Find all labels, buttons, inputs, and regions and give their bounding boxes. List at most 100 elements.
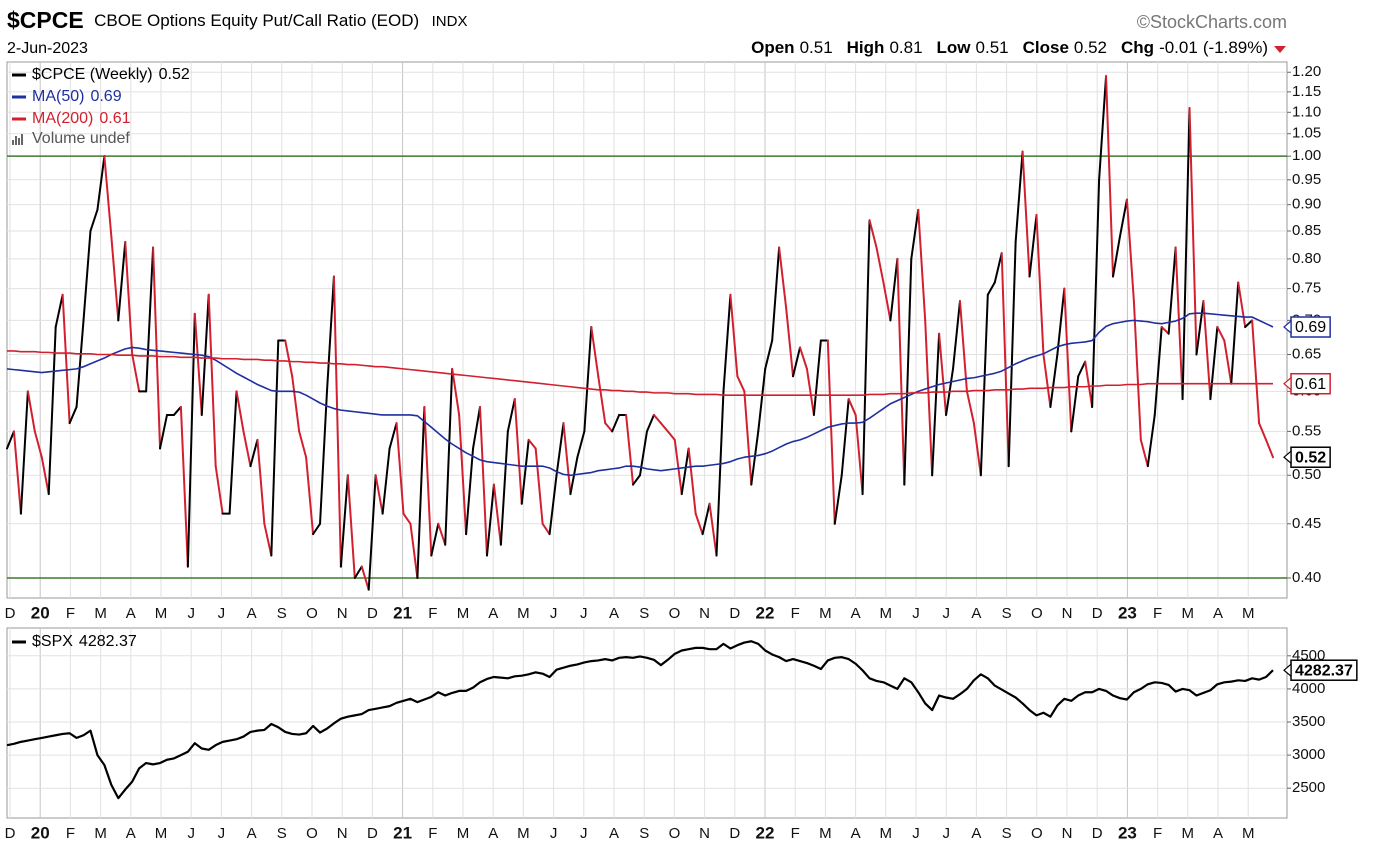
price-segment — [1251, 319, 1261, 425]
x-tick-label: F — [66, 825, 75, 842]
price-segment — [312, 522, 322, 536]
price-segment — [402, 512, 412, 525]
price-segment — [506, 398, 516, 433]
price-segment — [437, 522, 447, 546]
x-tick-label: M — [94, 605, 107, 622]
legend-name: $SPX — [32, 633, 73, 650]
price-segment — [840, 398, 850, 477]
y-tick-label: 1.00 — [1292, 147, 1321, 164]
price-segment — [82, 229, 92, 322]
price-segment — [339, 474, 349, 568]
x-tick-label: J — [218, 605, 226, 622]
price-segment — [590, 326, 600, 378]
y-tick-label: 1.05 — [1292, 125, 1321, 142]
price-segment — [1125, 198, 1135, 303]
x-tick-label: O — [669, 825, 681, 842]
x-tick-label: 22 — [756, 823, 775, 842]
value-box-label: 0.61 — [1295, 376, 1326, 393]
x-tick-label: J — [187, 605, 195, 622]
price-segment — [193, 312, 203, 416]
y-tick-label: 0.65 — [1292, 345, 1321, 362]
x-tick-label: M — [880, 605, 893, 622]
x-tick-label: 22 — [756, 603, 775, 622]
x-tick-label: S — [1002, 825, 1012, 842]
price-segment — [1181, 107, 1191, 401]
price-segment — [263, 522, 273, 557]
x-tick-label: J — [218, 825, 226, 842]
price-segment — [917, 208, 927, 322]
price-segment — [305, 456, 315, 536]
y-tick-label: 1.15 — [1292, 83, 1321, 100]
x-tick-label: J — [912, 825, 920, 842]
value-box-pointer — [1283, 449, 1292, 465]
price-segment — [548, 474, 558, 536]
x-tick-label: 23 — [1118, 603, 1137, 622]
price-segment — [513, 398, 523, 505]
x-tick-label: F — [791, 605, 800, 622]
price-segment — [40, 456, 50, 496]
price-segment — [826, 339, 836, 525]
y-tick-label: 3500 — [1292, 713, 1325, 730]
x-tick-label: F — [66, 605, 75, 622]
x-tick-label: S — [639, 825, 649, 842]
y-tick-label: 0.85 — [1292, 222, 1321, 239]
legend-entry: MA(200) 0.61 — [32, 110, 131, 127]
price-segment — [889, 257, 899, 322]
x-tick-label: M — [819, 825, 832, 842]
price-segment — [520, 438, 530, 505]
price-segment — [103, 155, 113, 238]
price-segment — [353, 565, 363, 580]
price-segment — [611, 413, 621, 433]
value-box-label: 0.69 — [1295, 319, 1326, 336]
price-segment — [729, 293, 739, 378]
price-segment — [75, 319, 85, 408]
y-tick-label: 0.45 — [1292, 515, 1321, 532]
price-segment — [284, 339, 294, 378]
legend-name: MA(200) — [32, 110, 93, 127]
x-tick-label: S — [639, 605, 649, 622]
legend-value: 0.52 — [159, 66, 190, 83]
price-segment — [1035, 214, 1045, 356]
quote-value: 0.52 — [1074, 38, 1107, 57]
x-tick-label: A — [126, 605, 136, 622]
price-segment — [847, 398, 857, 416]
price-segment — [625, 413, 635, 486]
x-tick-label: A — [126, 825, 136, 842]
x-tick-label: N — [699, 825, 710, 842]
price-segment — [896, 257, 906, 486]
price-segment — [1153, 326, 1163, 416]
price-segment — [875, 246, 885, 284]
x-tick-label: M — [517, 825, 530, 842]
price-segment — [764, 339, 774, 370]
price-segment — [722, 293, 732, 393]
price-segment — [68, 405, 78, 425]
x-tick-label: A — [609, 605, 619, 622]
price-segment — [26, 390, 36, 433]
price-segment — [694, 512, 704, 536]
quote-label: Low — [937, 38, 972, 57]
price-segment — [632, 474, 641, 486]
legend-value: 4282.37 — [79, 633, 137, 650]
price-segment — [444, 367, 454, 546]
legend-name: MA(50) — [32, 88, 84, 105]
price-segment — [179, 405, 189, 568]
price-segment — [1209, 326, 1219, 401]
x-tick-label: A — [488, 825, 498, 842]
x-tick-label: M — [1182, 825, 1195, 842]
x-tick-label: A — [851, 825, 861, 842]
price-segment — [1146, 413, 1156, 468]
value-box-pointer — [1283, 376, 1292, 392]
chart-header: $CPCE CBOE Options Equity Put/Call Ratio… — [7, 7, 467, 33]
price-segment — [1216, 326, 1226, 342]
price-segment — [785, 306, 795, 378]
y-tick-label: 3000 — [1292, 746, 1325, 763]
price-segment — [1139, 438, 1149, 468]
price-segment — [214, 465, 224, 515]
price-segment — [381, 447, 391, 515]
price-segment — [958, 300, 968, 393]
price-segment — [743, 390, 753, 486]
price-segment — [972, 422, 982, 477]
x-tick-label: A — [851, 605, 861, 622]
y-tick-label: 0.80 — [1292, 250, 1321, 267]
quote-label: Open — [751, 38, 794, 57]
